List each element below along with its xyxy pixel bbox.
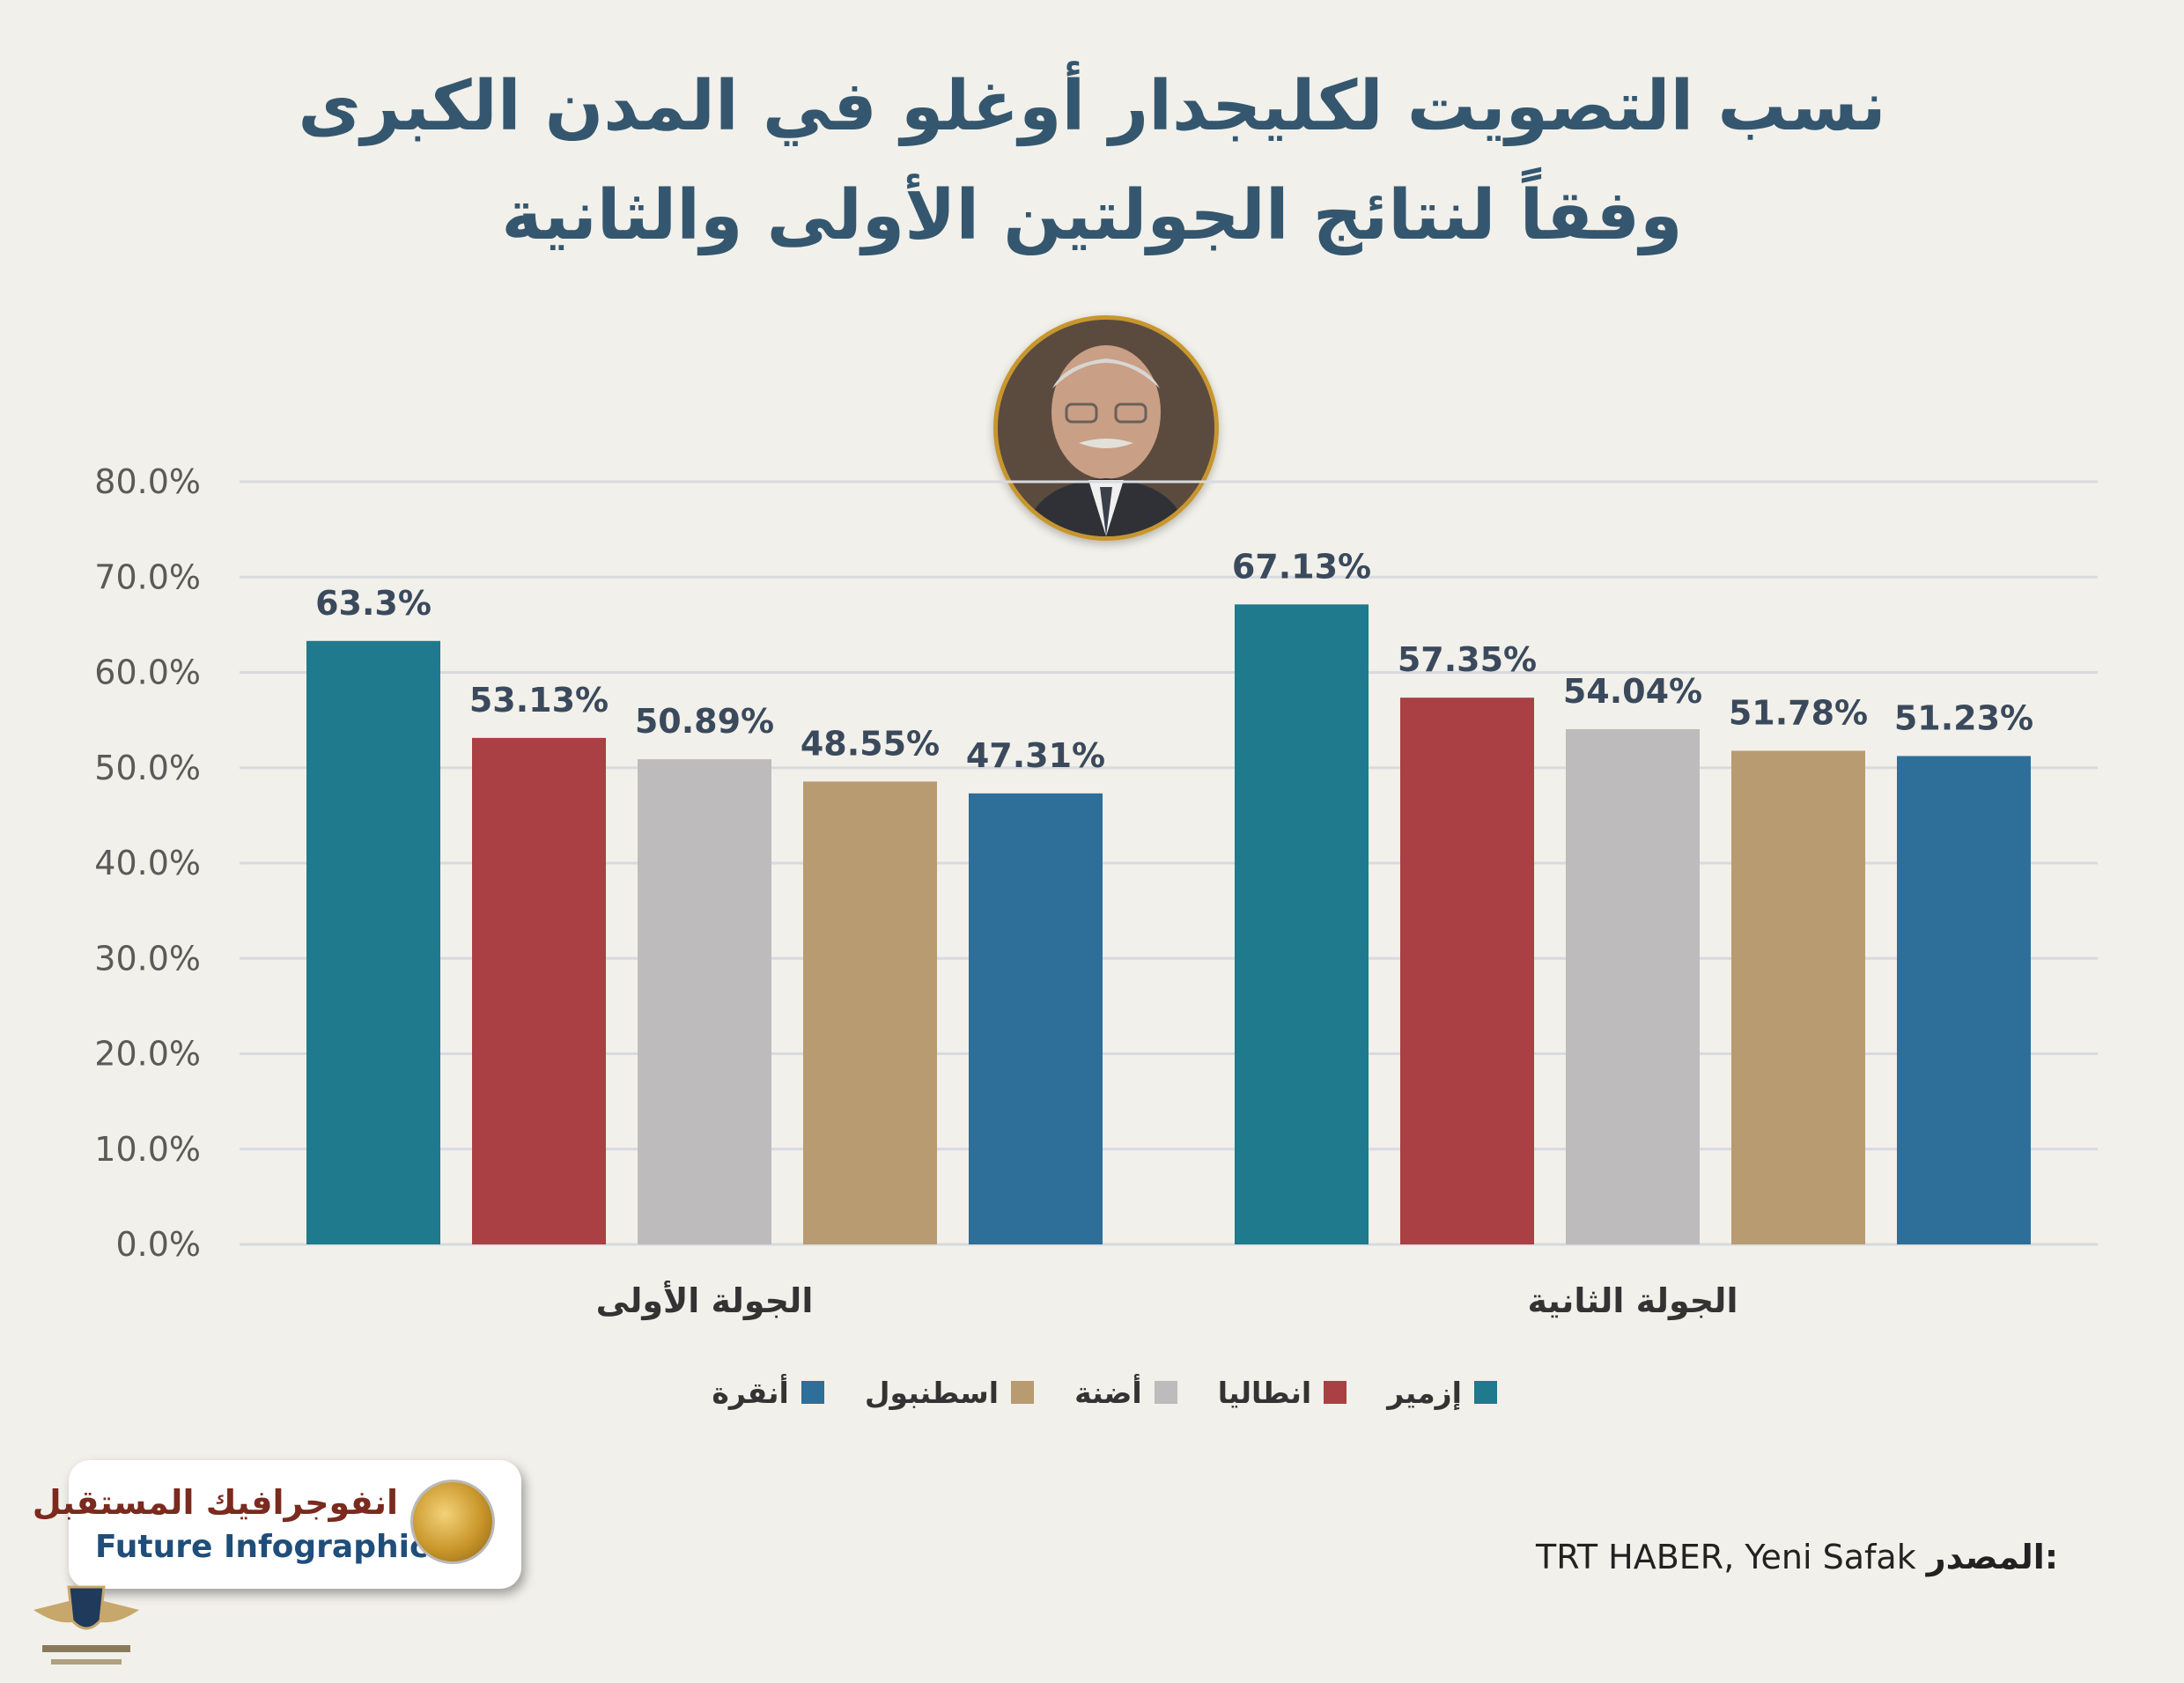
data-label: 57.35% bbox=[1398, 640, 1537, 679]
legend-item-istanbul: اسطنبول bbox=[864, 1375, 1035, 1410]
legend-swatch-izmir bbox=[1474, 1381, 1497, 1404]
category-label: الجولة الأولى bbox=[596, 1280, 814, 1321]
data-label: 67.13% bbox=[1232, 547, 1371, 586]
chart-legend: إزمير انطاليا أضنة اسطنبول أنقرة bbox=[712, 1370, 1497, 1414]
legend-item-adana: أضنة bbox=[1074, 1376, 1177, 1410]
forum-emblem-icon bbox=[33, 1585, 139, 1665]
logo-arabic-text: انفوجرافيك المستقبل bbox=[32, 1483, 398, 1522]
legend-label-adana: أضنة bbox=[1074, 1375, 1142, 1410]
y-tick-label: 60.0% bbox=[94, 653, 201, 692]
bar bbox=[803, 781, 937, 1244]
bar bbox=[1897, 756, 2031, 1244]
data-label: 63.3% bbox=[315, 584, 432, 623]
data-label: 51.23% bbox=[1894, 698, 2033, 737]
chart-title-line-1: نسب التصويت لكليجدار أوغلو في المدن الكب… bbox=[298, 67, 1886, 146]
y-tick-label: 20.0% bbox=[94, 1035, 201, 1074]
candidate-portrait bbox=[993, 315, 1219, 541]
bars bbox=[306, 604, 2031, 1244]
legend-item-izmir: إزمير bbox=[1387, 1376, 1497, 1410]
legend-label-antalya: انطاليا bbox=[1217, 1375, 1312, 1410]
legend-label-izmir: إزمير bbox=[1387, 1375, 1462, 1410]
data-label: 53.13% bbox=[469, 681, 609, 720]
y-tick-label: 0.0% bbox=[115, 1225, 201, 1264]
data-labels: 63.3% 53.13% 50.89% 48.55% 47.31% 67.13% 57.35… bbox=[315, 547, 2033, 775]
chart-title-line-2: وفقاً لنتائج الجولتين الأولى والثانية bbox=[501, 176, 1683, 255]
y-tick-label: 70.0% bbox=[94, 557, 201, 596]
globe-icon bbox=[410, 1480, 495, 1564]
legend-swatch-ankara bbox=[801, 1381, 824, 1404]
bar bbox=[969, 793, 1103, 1244]
bar bbox=[1400, 698, 1534, 1244]
legend-item-ankara: أنقرة bbox=[712, 1375, 824, 1410]
legend-swatch-adana bbox=[1154, 1381, 1177, 1404]
data-label: 54.04% bbox=[1563, 672, 1702, 711]
logo-english-text: Future Infographic bbox=[95, 1529, 429, 1565]
data-label: 50.89% bbox=[635, 702, 774, 741]
bar bbox=[472, 737, 606, 1244]
legend-swatch-antalya bbox=[1324, 1381, 1347, 1404]
category-label: الجولة الثانية bbox=[1528, 1281, 1738, 1320]
y-tick-label: 40.0% bbox=[94, 844, 201, 882]
y-tick-label: 10.0% bbox=[94, 1130, 201, 1169]
y-axis-ticks: 0.0% 10.0% 20.0% 30.0% 40.0% 50.0% 60.0% 70.0% 8… bbox=[94, 462, 201, 1264]
legend-item-antalya: انطاليا bbox=[1218, 1376, 1347, 1410]
source-note: TRT HABER, Yeni Safak المصدر: bbox=[1536, 1538, 2058, 1576]
bar bbox=[1566, 729, 1700, 1244]
source-label: المصدر: bbox=[1926, 1538, 2059, 1576]
y-tick-label: 50.0% bbox=[94, 749, 201, 787]
data-label: 47.31% bbox=[966, 736, 1105, 775]
y-tick-label: 30.0% bbox=[94, 939, 201, 978]
legend-label-istanbul: اسطنبول bbox=[864, 1375, 1000, 1410]
source-text: TRT HABER, Yeni Safak bbox=[1536, 1538, 1916, 1576]
bar bbox=[1235, 604, 1369, 1244]
bar bbox=[306, 640, 440, 1244]
bar bbox=[638, 759, 771, 1244]
data-label: 51.78% bbox=[1729, 693, 1868, 732]
category-labels: الجولة الأولى الجولة الثانية bbox=[596, 1280, 1738, 1321]
legend-label-ankara: أنقرة bbox=[712, 1375, 789, 1410]
bar bbox=[1731, 750, 1865, 1244]
data-label: 48.55% bbox=[801, 724, 940, 763]
legend-swatch-istanbul bbox=[1011, 1381, 1035, 1404]
y-tick-label: 80.0% bbox=[94, 462, 201, 501]
brand-logo-card: انفوجرافيك المستقبل Future Infographic bbox=[33, 1460, 521, 1589]
